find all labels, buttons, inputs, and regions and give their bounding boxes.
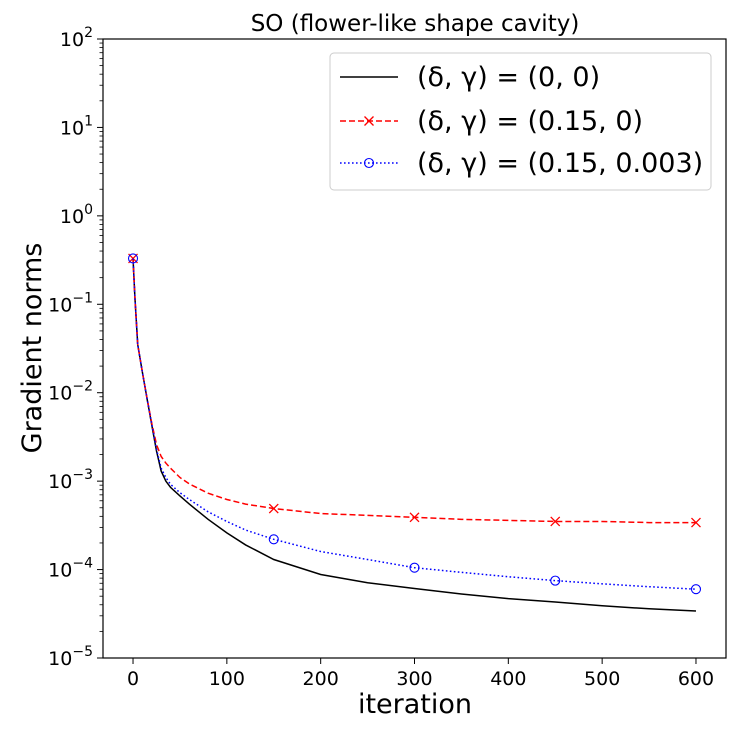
series-2-marker-3: [550, 575, 561, 586]
y-axis-label: Gradient norms: [17, 243, 48, 454]
x-tick-label-3: 300: [396, 668, 432, 690]
y-tick-label-3: 10−2: [48, 379, 93, 405]
x-tick-label-1: 100: [209, 668, 245, 690]
legend-marker-1: [364, 116, 374, 126]
series-1-marker-4-stroke-b: [691, 517, 701, 528]
y-tick-label-1: 10−4: [48, 556, 93, 582]
y-tick-label-7: 102: [60, 25, 93, 51]
x-tick-label-6: 600: [678, 668, 714, 690]
series-2-marker-1: [268, 534, 279, 545]
x-axis-label: iteration: [358, 689, 472, 720]
series-2-marker-2: [409, 562, 420, 573]
series-1-marker-1-stroke-b: [268, 503, 279, 514]
plot-area: [127, 253, 702, 612]
y-tick-label-2: 10−3: [48, 467, 93, 493]
series-1-marker-1: [268, 503, 279, 514]
series-2-marker-0: [127, 253, 139, 264]
series-1-line: [132, 258, 696, 524]
series-1-marker-2: [409, 512, 420, 523]
legend-marker-2: [363, 157, 375, 169]
legend-label-0: (δ, γ) = (0, 0): [417, 62, 600, 93]
series-2-marker-4: [690, 584, 702, 595]
y-tick-label-5: 100: [60, 202, 93, 228]
x-tick-label-5: 500: [584, 668, 620, 690]
y-tick-label-4: 10−1: [48, 290, 93, 316]
y-tick-label-6: 101: [60, 113, 93, 139]
y-tick-label-0: 10−5: [48, 644, 93, 670]
series-1-marker-2-stroke-b: [409, 512, 420, 523]
series-1-marker-3-stroke-b: [550, 516, 561, 527]
legend-marker-1-stroke-b: [364, 116, 374, 126]
x-tick-label-4: 400: [490, 668, 526, 690]
legend-label-2: (δ, γ) = (0.15, 0.003): [417, 148, 703, 179]
legend: (δ, γ) = (0, 0) (δ, γ) = (0.15, 0) (δ, γ) …: [329, 52, 712, 191]
x-tick-label-2: 200: [303, 668, 339, 690]
axes: 0 100 200 300 400 500 600 10−5 10−4 10−3 10−2 10−1 1…: [48, 25, 727, 690]
series-1-marker-4: [691, 517, 701, 528]
series-2-line: [132, 258, 697, 590]
chart-title: SO (flower-like shape cavity): [251, 11, 580, 37]
legend-box: [329, 52, 712, 191]
series-1-marker-3: [550, 516, 561, 527]
x-tick-label-0: 0: [127, 668, 139, 690]
legend-label-1: (δ, γ) = (0.15, 0): [417, 106, 643, 137]
